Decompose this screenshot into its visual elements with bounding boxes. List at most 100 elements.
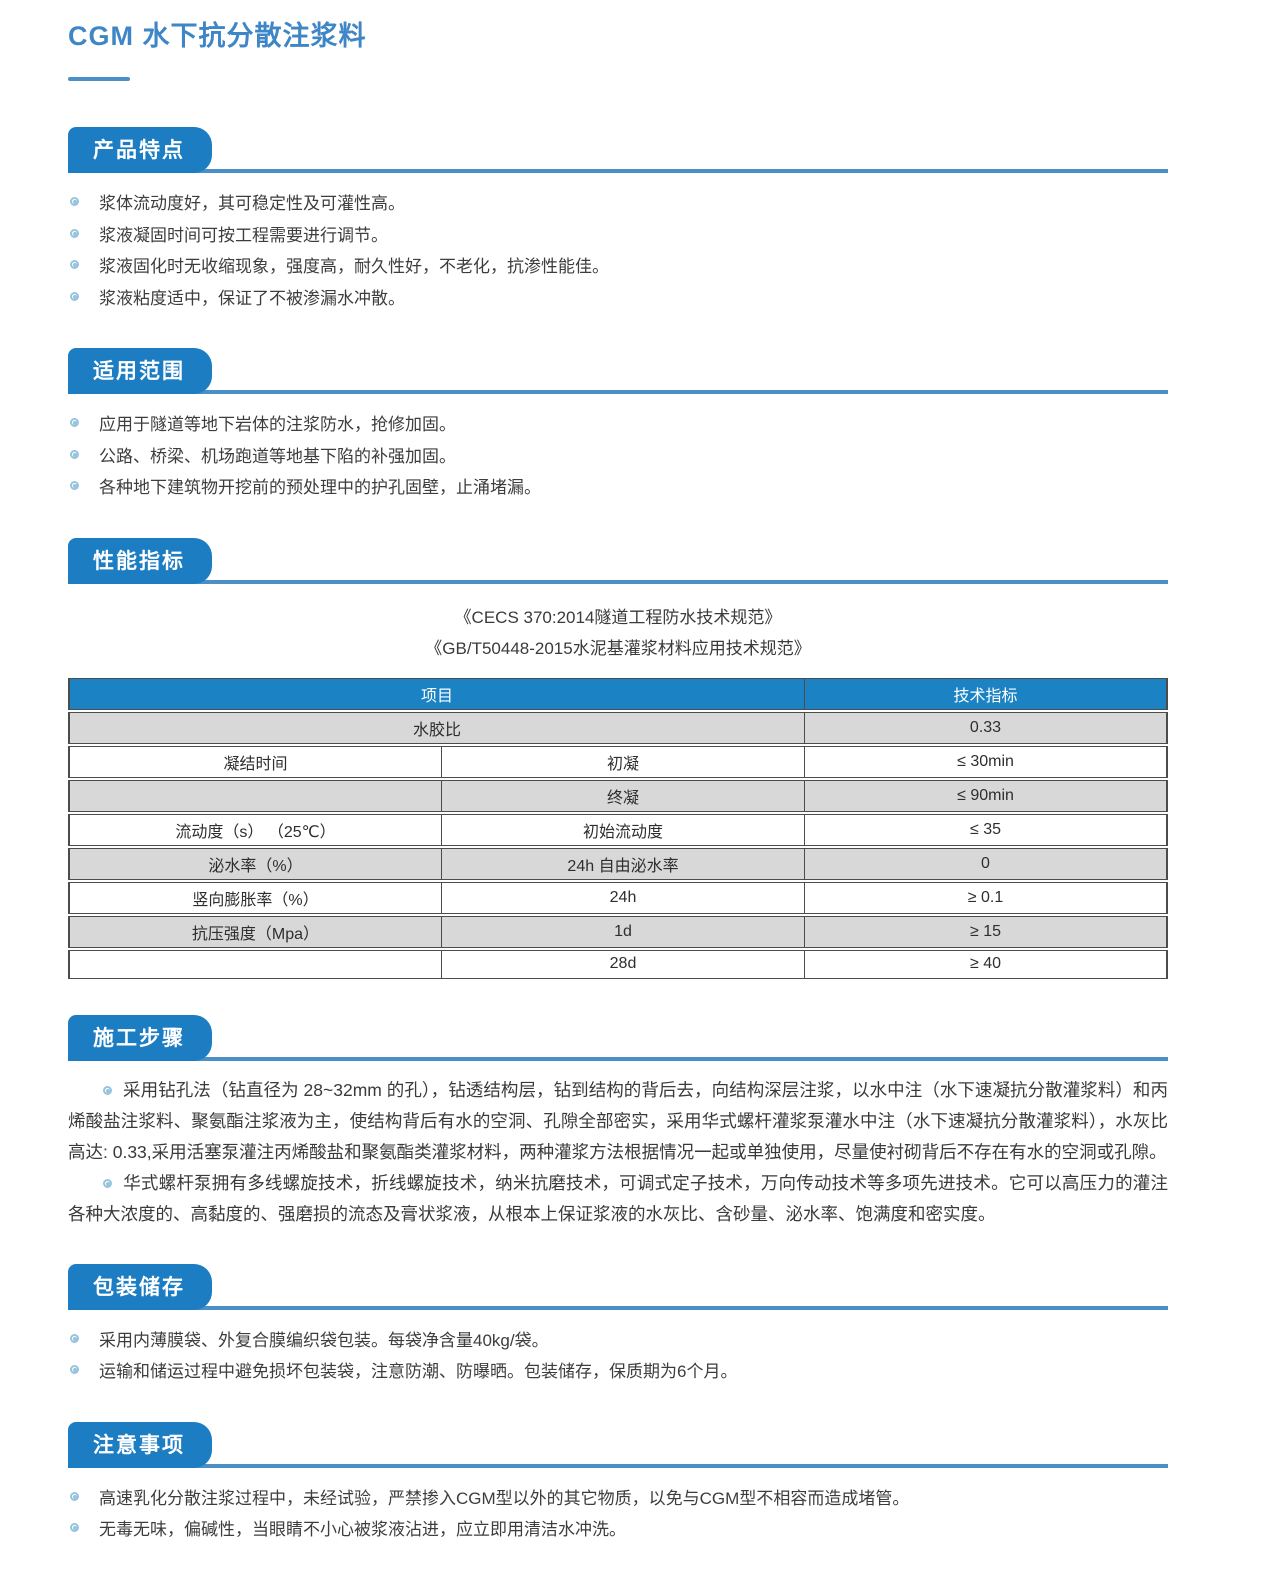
section-badge-features: 产品特点 xyxy=(68,127,212,173)
table-cell: 1d xyxy=(442,915,805,948)
list-item-text: 浆液固化时无收缩现象，强度高，耐久性好，不老化，抗渗性能佳。 xyxy=(99,257,609,276)
standard-line: 《GB/T50448-2015水泥基灌浆材料应用技术规范》 xyxy=(425,638,811,658)
table-cell: ≤ 30min xyxy=(805,745,1168,778)
table-cell: ≤ 90min xyxy=(805,779,1168,812)
table-cell: 竖向膨胀率（%） xyxy=(68,881,442,914)
list-item-text: 应用于隧道等地下岩体的注浆防水，抢修加固。 xyxy=(99,415,456,434)
table-row: 28d ≥ 40 xyxy=(68,949,1168,979)
table-cell: ≤ 35 xyxy=(805,813,1168,846)
construction-paragraph: 采用钻孔法（钻直径为 28~32mm 的孔），钻透结构层，钻到结构的背后去，向结… xyxy=(68,1075,1168,1168)
bullseye-bullet-icon xyxy=(70,1491,79,1501)
packaging-list: 采用内薄膜袋、外复合膜编织袋包装。每袋净含量40kg/袋。 运输和储运过程中避免… xyxy=(68,1325,1168,1388)
section-construction: 施工步骤 采用钻孔法（钻直径为 28~32mm 的孔），钻透结构层，钻到结构的背… xyxy=(68,1014,1168,1230)
bullseye-bullet-icon xyxy=(70,1333,79,1343)
performance-spec-table: 项目 技术指标 水胶比 0.33 凝结时间 初凝 ≤ 30min 终凝 ≤ 90… xyxy=(68,676,1168,981)
section-badge-scope: 适用范围 xyxy=(68,348,212,394)
list-item: 浆液凝固时间可按工程需要进行调节。 xyxy=(68,220,1168,252)
table-cell: 28d xyxy=(442,949,805,979)
list-item-text: 浆液凝固时间可按工程需要进行调节。 xyxy=(99,225,388,245)
section-head-performance: 性能指标 xyxy=(68,537,1168,584)
section-features: 产品特点 浆体流动度好，其可稳定性及可灌性高。 浆液凝固时间可按工程需要进行调节… xyxy=(68,127,1168,314)
section-head-packaging: 包装储存 xyxy=(68,1263,1168,1310)
title-underline xyxy=(68,77,130,81)
paragraph-text: 华式螺杆泵拥有多线螺旋技术，折线螺旋技术，纳米抗磨技术，可调式定子技术，万向传动… xyxy=(68,1172,1168,1224)
section-head-precautions: 注意事项 xyxy=(68,1421,1168,1468)
bullseye-bullet-icon xyxy=(103,1085,112,1095)
table-cell: ≥ 15 xyxy=(805,915,1168,948)
list-item-text: 浆体流动度好，其可稳定性及可灌性高。 xyxy=(99,194,405,213)
table-row: 凝结时间 初凝 ≤ 30min xyxy=(68,745,1168,778)
bullseye-bullet-icon xyxy=(70,418,79,427)
table-cell: ≥ 40 xyxy=(805,949,1168,979)
section-badge-construction: 施工步骤 xyxy=(68,1014,212,1061)
bullseye-bullet-icon xyxy=(70,197,79,206)
section-head-features: 产品特点 xyxy=(68,127,1168,173)
list-item: 浆液粘度适中，保证了不被渗漏水冲散。 xyxy=(68,283,1168,315)
table-header-item: 项目 xyxy=(68,677,805,710)
paragraph-text: 采用钻孔法（钻直径为 28~32mm 的孔），钻透结构层，钻到结构的背后去，向结… xyxy=(68,1079,1168,1162)
bullseye-bullet-icon xyxy=(70,260,79,269)
list-item: 运输和储运过程中避免损坏包装袋，注意防潮、防曝晒。包装储存，保质期为6个月。 xyxy=(68,1356,1168,1388)
features-list: 浆体流动度好，其可稳定性及可灌性高。 浆液凝固时间可按工程需要进行调节。 浆液固… xyxy=(68,188,1168,314)
table-cell: 泌水率（%） xyxy=(68,847,442,880)
table-cell: 0 xyxy=(805,847,1168,880)
list-item-text: 运输和储运过程中避免损坏包装袋，注意防潮、防曝晒。包装储存，保质期为6个月。 xyxy=(99,1362,738,1381)
section-scope: 适用范围 应用于隧道等地下岩体的注浆防水，抢修加固。 公路、桥梁、机场跑道等地基… xyxy=(68,348,1168,504)
list-item: 无毒无味，偏碱性，当眼睛不小心被浆液沾进，应立即用清洁水冲洗。 xyxy=(68,1514,1168,1546)
table-row: 泌水率（%） 24h 自由泌水率 0 xyxy=(68,847,1168,880)
table-cell: 水胶比 xyxy=(68,711,805,744)
table-row: 抗压强度（Mpa） 1d ≥ 15 xyxy=(68,915,1168,948)
standards-references: 《CECS 370:2014隧道工程防水技术规范》 《GB/T50448-201… xyxy=(68,602,1168,664)
section-head-construction: 施工步骤 xyxy=(68,1014,1168,1061)
standard-line: 《CECS 370:2014隧道工程防水技术规范》 xyxy=(454,607,782,627)
construction-paragraph: 华式螺杆泵拥有多线螺旋技术，折线螺旋技术，纳米抗磨技术，可调式定子技术，万向传动… xyxy=(68,1168,1168,1230)
section-head-scope: 适用范围 xyxy=(68,348,1168,394)
table-header-indicator: 技术指标 xyxy=(805,677,1168,710)
table-cell: 24h 自由泌水率 xyxy=(442,847,805,880)
table-cell: 初凝 xyxy=(442,745,805,778)
bullseye-bullet-icon xyxy=(70,1523,79,1532)
list-item-text: 无毒无味，偏碱性，当眼睛不小心被浆液沾进，应立即用清洁水冲洗。 xyxy=(99,1520,626,1539)
table-cell: 终凝 xyxy=(442,779,805,812)
list-item: 公路、桥梁、机场跑道等地基下陷的补强加固。 xyxy=(68,441,1168,473)
list-item-text: 采用内薄膜袋、外复合膜编织袋包装。每袋净含量40kg/袋。 xyxy=(99,1330,549,1350)
table-row: 终凝 ≤ 90min xyxy=(68,779,1168,812)
scope-list: 应用于隧道等地下岩体的注浆防水，抢修加固。 公路、桥梁、机场跑道等地基下陷的补强… xyxy=(68,409,1168,504)
table-cell: 初始流动度 xyxy=(442,813,805,846)
list-item: 高速乳化分散注浆过程中，未经试验，严禁掺入CGM型以外的其它物质，以免与CGM型… xyxy=(68,1483,1168,1515)
table-cell: 24h xyxy=(442,881,805,914)
table-cell xyxy=(68,779,442,812)
bullseye-bullet-icon xyxy=(70,1365,79,1374)
section-performance: 性能指标 《CECS 370:2014隧道工程防水技术规范》 《GB/T5044… xyxy=(68,537,1168,981)
table-cell: 0.33 xyxy=(805,711,1168,744)
list-item-text: 高速乳化分散注浆过程中，未经试验，严禁掺入CGM型以外的其它物质，以免与CGM型… xyxy=(99,1488,910,1508)
table-row: 水胶比 0.33 xyxy=(68,711,1168,744)
list-item-text: 各种地下建筑物开挖前的预处理中的护孔固壁，止涌堵漏。 xyxy=(99,478,541,497)
table-cell: 流动度（s） （25℃） xyxy=(68,813,442,846)
bullseye-bullet-icon xyxy=(70,481,79,490)
table-cell: 抗压强度（Mpa） xyxy=(68,915,442,948)
bullseye-bullet-icon xyxy=(70,449,79,459)
table-row: 流动度（s） （25℃） 初始流动度 ≤ 35 xyxy=(68,813,1168,846)
section-badge-precautions: 注意事项 xyxy=(68,1421,212,1468)
list-item: 浆体流动度好，其可稳定性及可灌性高。 xyxy=(68,188,1168,220)
list-item-text: 公路、桥梁、机场跑道等地基下陷的补强加固。 xyxy=(99,446,456,466)
list-item-text: 浆液粘度适中，保证了不被渗漏水冲散。 xyxy=(99,288,405,308)
section-badge-packaging: 包装储存 xyxy=(68,1263,212,1310)
section-packaging: 包装储存 采用内薄膜袋、外复合膜编织袋包装。每袋净含量40kg/袋。 运输和储运… xyxy=(68,1263,1168,1388)
construction-paragraphs: 采用钻孔法（钻直径为 28~32mm 的孔），钻透结构层，钻到结构的背后去，向结… xyxy=(68,1075,1168,1230)
list-item: 应用于隧道等地下岩体的注浆防水，抢修加固。 xyxy=(68,409,1168,441)
list-item: 各种地下建筑物开挖前的预处理中的护孔固壁，止涌堵漏。 xyxy=(68,472,1168,504)
bullseye-bullet-icon xyxy=(70,291,79,301)
list-item: 采用内薄膜袋、外复合膜编织袋包装。每袋净含量40kg/袋。 xyxy=(68,1325,1168,1357)
table-cell xyxy=(68,949,442,979)
page-title: CGM 水下抗分散注浆料 xyxy=(68,21,367,51)
bullseye-bullet-icon xyxy=(103,1178,112,1188)
section-badge-performance: 性能指标 xyxy=(68,537,212,584)
table-header-row: 项目 技术指标 xyxy=(68,677,1168,710)
table-row: 竖向膨胀率（%） 24h ≥ 0.1 xyxy=(68,881,1168,914)
section-precautions: 注意事项 高速乳化分散注浆过程中，未经试验，严禁掺入CGM型以外的其它物质，以免… xyxy=(68,1421,1168,1546)
precautions-list: 高速乳化分散注浆过程中，未经试验，严禁掺入CGM型以外的其它物质，以免与CGM型… xyxy=(68,1483,1168,1546)
table-cell: 凝结时间 xyxy=(68,745,442,778)
